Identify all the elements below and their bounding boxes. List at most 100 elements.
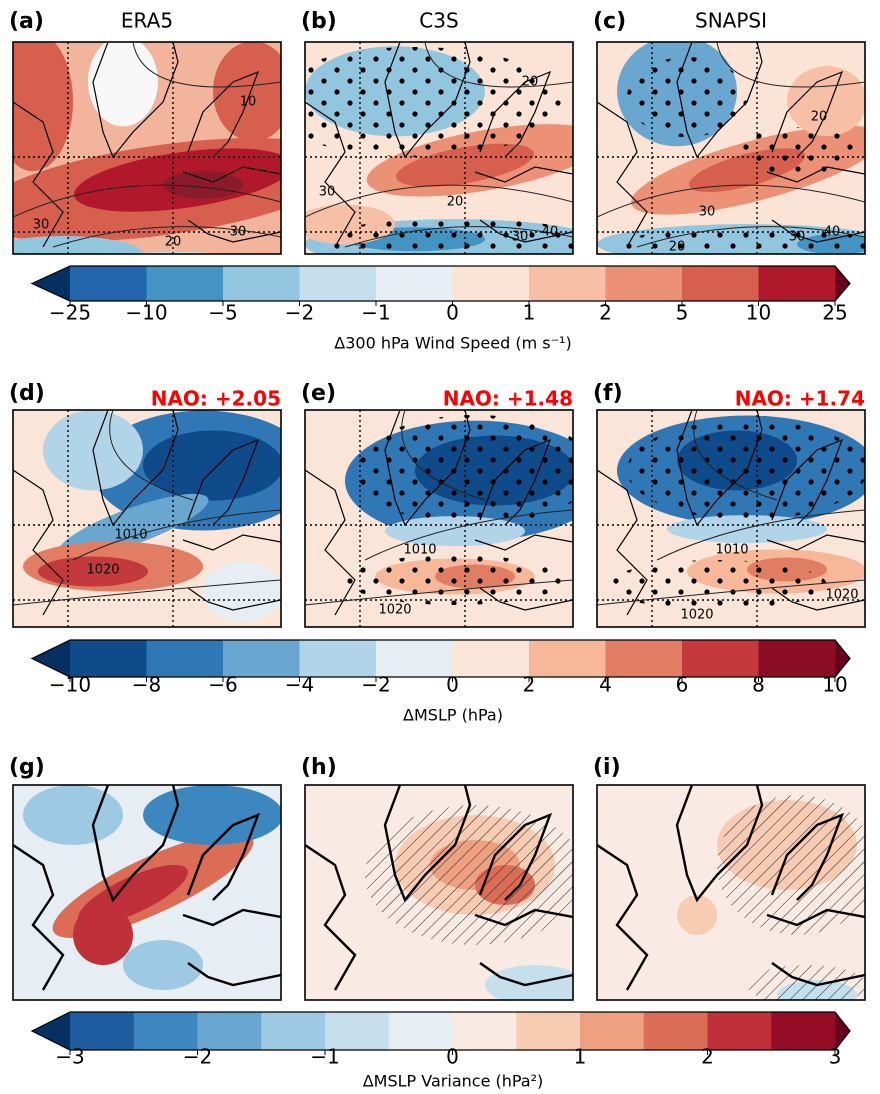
contour-label: 20 xyxy=(165,235,182,250)
map-field xyxy=(38,556,148,587)
significance-stipple xyxy=(617,227,865,254)
map-field xyxy=(667,515,827,544)
coastline xyxy=(13,42,281,248)
significance-hatch xyxy=(747,965,865,1000)
colorbar-tick-label: 4 xyxy=(599,673,612,697)
map-panel: 20 30 20 30 40 xyxy=(597,42,865,254)
nao-index: NAO: +1.74 xyxy=(735,387,865,411)
map-panel xyxy=(305,785,573,1000)
panel-title: ERA5 xyxy=(121,9,173,33)
colorbar-segment xyxy=(223,640,300,677)
colorbar-tick-label: 2 xyxy=(523,673,536,697)
colorbar-segment xyxy=(376,266,453,301)
coastline xyxy=(597,42,865,248)
map-field xyxy=(123,940,203,990)
colorbar-segment xyxy=(146,640,224,677)
colorbar-tick-label: −2 xyxy=(285,301,314,325)
contour xyxy=(305,410,573,606)
contour-label: 30 xyxy=(699,205,716,220)
colorbar-segment xyxy=(146,266,224,301)
contour-label: 1020 xyxy=(378,603,411,618)
significance-hatch xyxy=(365,805,573,945)
map-panel: 10 30 20 30 xyxy=(13,42,281,254)
significance-stipple xyxy=(305,47,565,157)
coastline xyxy=(305,410,573,616)
map-field xyxy=(88,42,158,127)
colorbar-tick-label: 2 xyxy=(701,1045,714,1069)
colorbar-tick-label: −2 xyxy=(183,1045,212,1069)
colorbar-segment xyxy=(580,1012,645,1050)
coastline xyxy=(13,785,281,991)
colorbar-tick-label: 0 xyxy=(446,1045,459,1069)
colorbar-segment xyxy=(388,1012,453,1050)
contour xyxy=(597,42,865,248)
significance-stipple xyxy=(607,560,827,610)
colorbar-tick-label: 10 xyxy=(822,673,847,697)
colorbar-extend xyxy=(835,640,850,677)
contour-label: 1020 xyxy=(680,608,713,623)
colorbar-segment xyxy=(223,266,300,301)
panel-frame xyxy=(596,409,866,628)
colorbar-extend xyxy=(835,266,850,301)
panel-label: (c) xyxy=(593,9,626,34)
colorbar-tick-label: 8 xyxy=(752,673,765,697)
colorbar-tick-label: 0 xyxy=(446,301,459,325)
coastline xyxy=(305,785,573,991)
map-field xyxy=(143,430,281,501)
map-field xyxy=(13,236,143,254)
colorbar-segment xyxy=(529,640,606,677)
contour-label: 30 xyxy=(230,225,247,240)
colorbar-tick-label: −4 xyxy=(285,673,314,697)
contour-label: 40 xyxy=(542,225,559,240)
panel-label: (d) xyxy=(9,381,45,406)
colorbar-segment xyxy=(299,266,377,301)
colorbar-tick-label: −10 xyxy=(125,301,167,325)
colorbar-segment xyxy=(758,640,836,677)
panel-frame xyxy=(596,784,866,1001)
colorbar-segment xyxy=(643,1012,708,1050)
contour-label: 1020 xyxy=(86,563,119,578)
significance-stipple xyxy=(325,217,573,254)
colorbar-extend xyxy=(32,640,70,677)
colorbar-tick-label: −25 xyxy=(49,301,91,325)
map-panel: 1010 1020 1020 xyxy=(597,410,865,627)
coastline xyxy=(597,410,865,616)
colorbar-segment xyxy=(452,640,530,677)
colorbar-extend xyxy=(32,266,70,301)
colorbar-extend xyxy=(32,1012,70,1050)
significance-stipple xyxy=(345,555,565,605)
significance-hatch xyxy=(717,795,865,935)
map-field xyxy=(677,895,717,935)
colorbar-segment xyxy=(682,266,759,301)
contour-label: 30 xyxy=(319,185,336,200)
colorbar-tick-label: −10 xyxy=(49,673,91,697)
contour xyxy=(13,410,281,606)
panel-label: (h) xyxy=(301,755,337,780)
colorbar-label: ΔMSLP Variance (hPa²) xyxy=(363,1072,544,1091)
contour-label: 1010 xyxy=(403,543,436,558)
panel-title: C3S xyxy=(419,9,458,33)
colorbar-tick-label: −1 xyxy=(310,1045,339,1069)
panel-title: SNAPSI xyxy=(695,9,767,33)
map-field xyxy=(213,42,281,142)
colorbar-segment xyxy=(529,266,606,301)
significance-stipple xyxy=(737,127,857,177)
colorbar-segment xyxy=(197,1012,262,1050)
map-panel: 20 30 20 30 40 xyxy=(305,42,573,254)
colorbar-segment xyxy=(70,1012,135,1050)
colorbar-tick-label: −5 xyxy=(208,301,237,325)
colorbar-extend xyxy=(835,1012,850,1050)
contour-label: 30 xyxy=(512,230,529,245)
colorbar-tick-label: 5 xyxy=(676,301,689,325)
contour xyxy=(13,42,281,248)
contour-label: 20 xyxy=(447,195,464,210)
significance-stipple xyxy=(627,57,747,137)
colorbar-tick-label: −1 xyxy=(361,301,390,325)
colorbar-tick-label: −3 xyxy=(55,1045,84,1069)
colorbar-segment xyxy=(605,640,683,677)
map-field xyxy=(73,905,133,965)
map-field xyxy=(203,561,281,622)
nao-index: NAO: +1.48 xyxy=(443,387,573,411)
coastline xyxy=(13,410,281,616)
